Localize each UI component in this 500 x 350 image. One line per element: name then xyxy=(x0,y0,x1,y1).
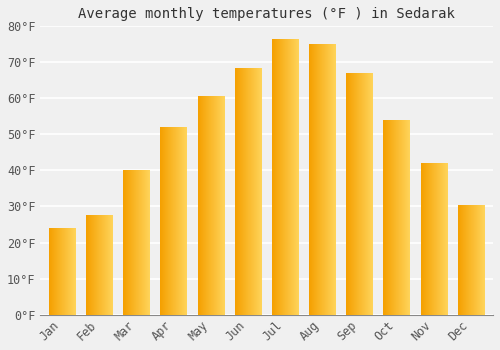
Title: Average monthly temperatures (°F ) in Sedarak: Average monthly temperatures (°F ) in Se… xyxy=(78,7,455,21)
